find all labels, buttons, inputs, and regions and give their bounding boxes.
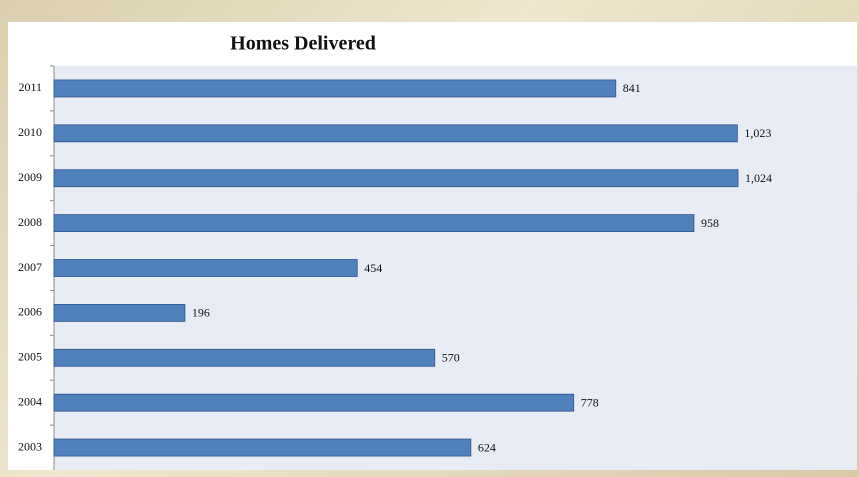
chart-title: Homes Delivered xyxy=(230,33,376,55)
bar xyxy=(53,79,617,98)
bar xyxy=(53,303,186,322)
bar xyxy=(53,393,575,412)
data-label: 1,023 xyxy=(744,126,771,140)
y-tick-label: 2010 xyxy=(18,125,42,139)
data-label: 958 xyxy=(701,216,719,230)
bar xyxy=(53,214,695,233)
y-tick-label: 2006 xyxy=(18,305,42,319)
data-label: 570 xyxy=(442,351,460,365)
y-tick-label: 2003 xyxy=(18,439,42,453)
data-label: 1,024 xyxy=(745,171,772,185)
y-tick-label: 2008 xyxy=(18,215,42,229)
bar xyxy=(53,259,358,277)
bar xyxy=(53,124,738,143)
bar xyxy=(53,348,436,367)
y-tick-label: 2005 xyxy=(18,350,42,364)
bar xyxy=(53,438,472,457)
data-label: 778 xyxy=(581,395,599,409)
data-label: 196 xyxy=(192,306,210,320)
y-tick-label: 2011 xyxy=(18,80,42,94)
y-tick-label: 2004 xyxy=(18,394,42,408)
data-label: 624 xyxy=(478,440,496,454)
data-label: 841 xyxy=(623,81,641,95)
bar xyxy=(53,169,739,188)
y-tick-label: 2009 xyxy=(18,170,42,184)
data-label: 454 xyxy=(364,261,382,275)
y-tick-label: 2007 xyxy=(18,260,42,274)
